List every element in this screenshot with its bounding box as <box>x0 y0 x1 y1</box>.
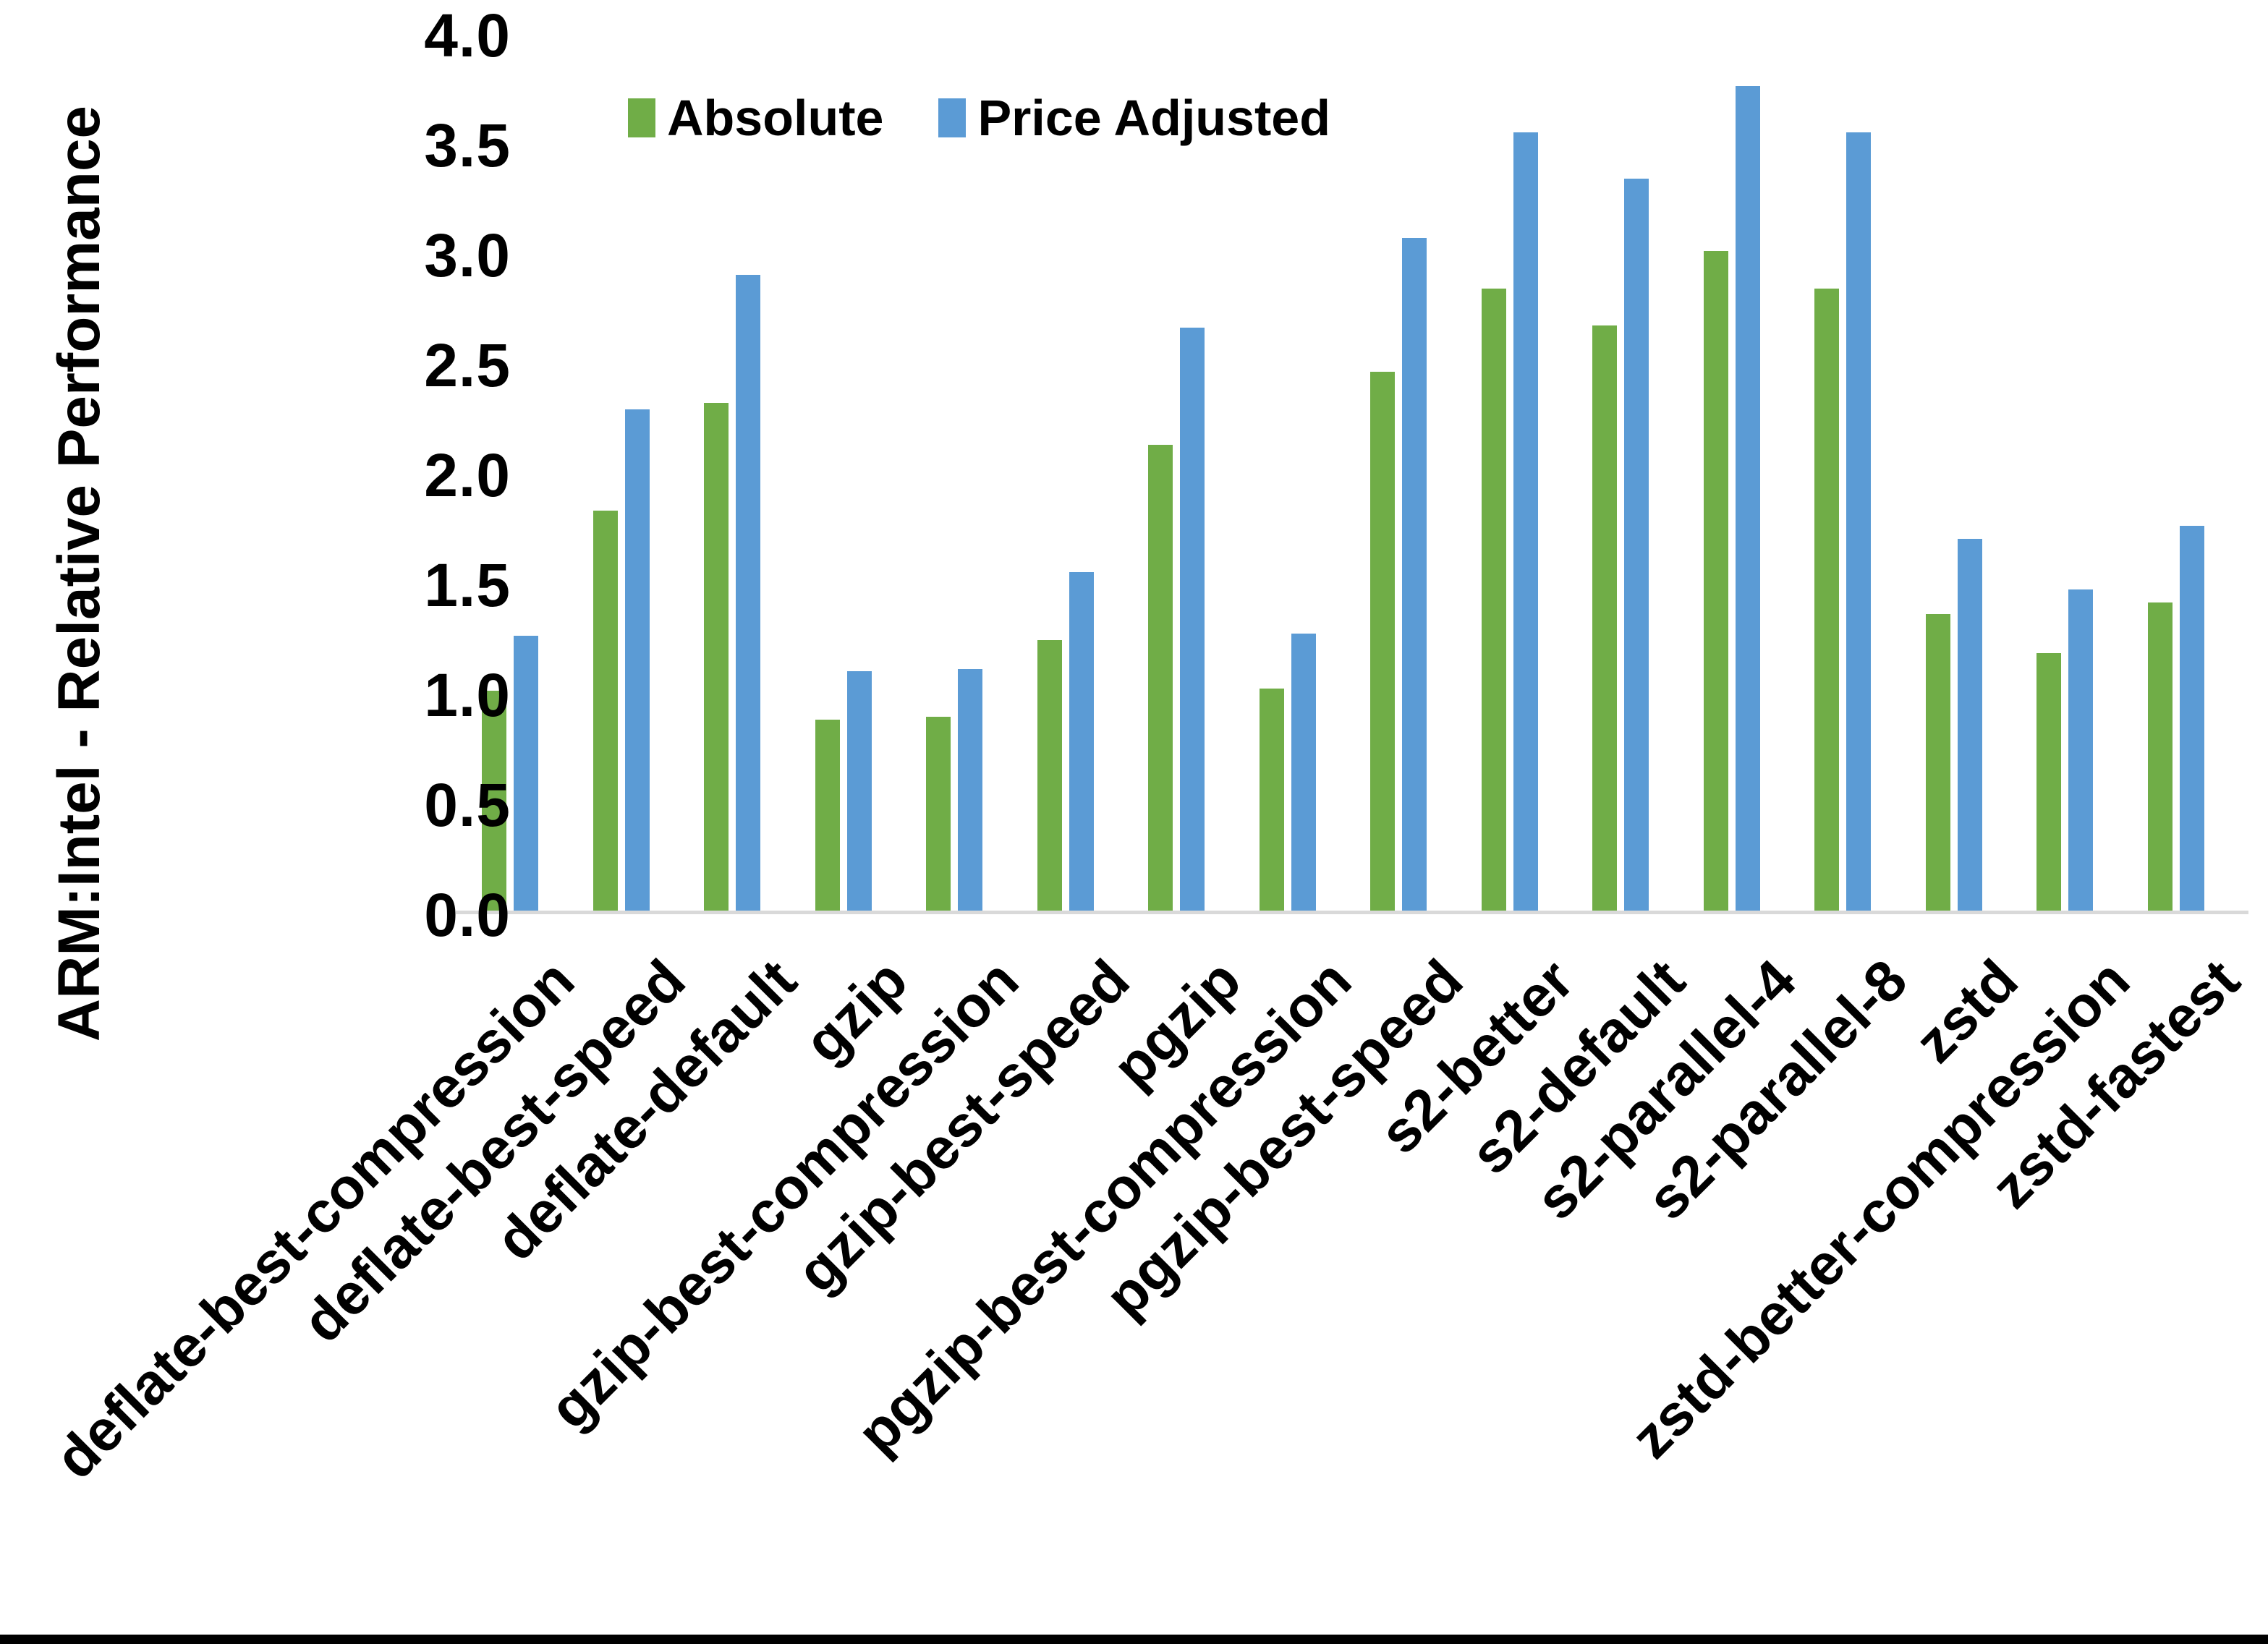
bar-absolute <box>926 717 951 911</box>
y-tick-label: 4.0 <box>424 1 511 69</box>
bar-price-adjusted <box>2180 526 2204 911</box>
y-tick-label: 0.5 <box>424 771 511 839</box>
bar-absolute <box>1037 640 1062 911</box>
bar-price-adjusted <box>1513 132 1538 911</box>
legend-swatch-price-adjusted <box>938 98 967 137</box>
y-tick-label: 2.0 <box>424 441 511 509</box>
legend-swatch-absolute <box>628 98 655 137</box>
bar-absolute <box>1704 251 1728 911</box>
bar-price-adjusted <box>958 669 982 911</box>
bar-absolute <box>1370 372 1395 911</box>
legend: Absolute Price Adjusted <box>628 93 1330 143</box>
legend-label-price-adjusted: Price Adjusted <box>977 90 1330 146</box>
bar-price-adjusted <box>1958 539 1982 911</box>
bar-price-adjusted <box>1069 572 1094 911</box>
bar-price-adjusted <box>1402 238 1427 911</box>
bar-absolute <box>2148 602 2173 911</box>
bottom-border <box>0 1635 2268 1644</box>
bar-absolute <box>482 691 506 911</box>
bar-price-adjusted <box>1624 179 1649 911</box>
bar-absolute <box>2036 653 2061 911</box>
y-tick-label: 1.0 <box>424 661 511 729</box>
y-tick-label: 3.5 <box>424 111 511 179</box>
bar-absolute <box>1926 614 1950 911</box>
bar-absolute <box>1482 289 1506 911</box>
bar-price-adjusted <box>625 409 650 911</box>
bar-price-adjusted <box>2068 589 2093 911</box>
legend-item-price-adjusted: Price Adjusted <box>938 93 1330 143</box>
bar-absolute <box>1148 445 1173 911</box>
bar-price-adjusted <box>514 636 538 911</box>
bar-absolute <box>1814 289 1839 911</box>
y-tick-label: 2.5 <box>424 331 511 399</box>
y-tick-label: 0.0 <box>424 881 511 949</box>
bar-price-adjusted <box>1736 86 1760 911</box>
legend-label-absolute: Absolute <box>667 90 884 146</box>
y-axis-title: ARM:Intel - Relative Performance <box>46 105 112 1042</box>
bar-absolute <box>815 720 840 911</box>
bar-price-adjusted <box>1291 634 1316 911</box>
bar-absolute <box>1260 689 1284 911</box>
y-tick-label: 3.0 <box>424 221 511 289</box>
bar-price-adjusted <box>1180 328 1205 911</box>
bar-absolute <box>1592 325 1617 911</box>
bar-price-adjusted <box>1846 132 1871 911</box>
y-tick-label: 1.5 <box>424 551 511 619</box>
bar-price-adjusted <box>736 275 760 911</box>
legend-item-absolute: Absolute <box>628 93 883 143</box>
bar-absolute <box>593 511 618 911</box>
bar-price-adjusted <box>847 671 872 911</box>
bar-absolute <box>704 403 729 911</box>
x-axis-line <box>456 911 2248 914</box>
